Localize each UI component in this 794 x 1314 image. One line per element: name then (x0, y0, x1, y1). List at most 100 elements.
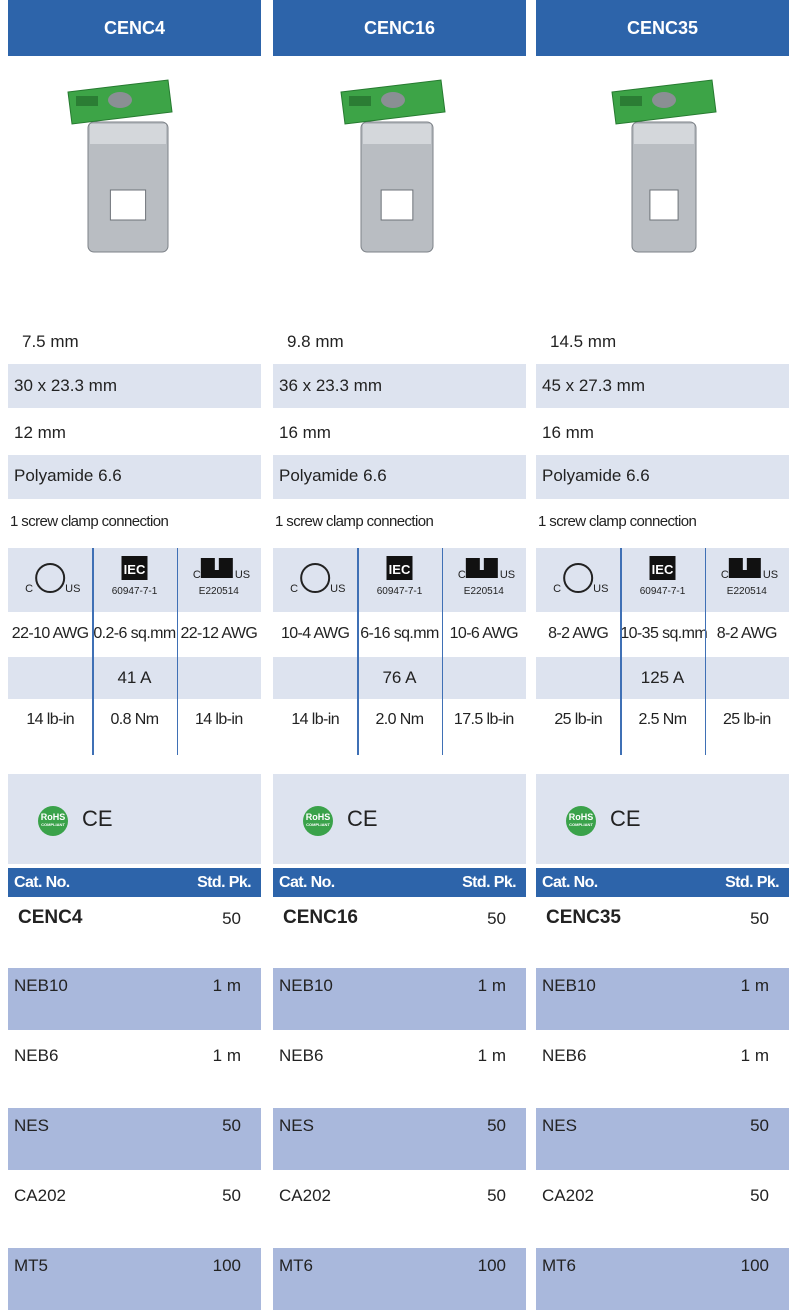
ul-left: C (458, 569, 466, 581)
ul-right: US (763, 569, 778, 581)
std-pack: 1 m (669, 976, 769, 996)
iec-std: 60947-7-1 (640, 586, 686, 597)
wire-range: 10-35 sq.mm (620, 624, 704, 644)
torque: 14 lb-in (273, 710, 357, 730)
page: CENC4 7.5 mm 30 x 23.3 mm 12 mm Polyamide 6.… (0, 0, 794, 1314)
ul-file: E220514 (727, 586, 767, 597)
std-pack: 50 (141, 1186, 241, 1206)
torque: 14 lb-in (177, 710, 261, 730)
ul-right: US (235, 569, 250, 581)
spec-strip: 16 mm (542, 423, 794, 443)
torque: 2.5 Nm (620, 710, 704, 730)
wire-range: 6-16 sq.mm (357, 624, 441, 644)
product-image (321, 72, 481, 272)
divider (92, 548, 94, 755)
divider (357, 548, 359, 755)
spec-material: Polyamide 6.6 (542, 466, 794, 486)
rohs-sub: COMPLIANT (303, 822, 333, 828)
ce-mark: CE (82, 809, 122, 829)
ce-mark: CE (610, 809, 650, 829)
wire-range: 10-6 AWG (442, 624, 526, 644)
column-title: CENC35 (536, 18, 789, 38)
divider (177, 548, 179, 755)
spec-material: Polyamide 6.6 (279, 466, 532, 486)
table-head-cell: Std. Pk. (669, 873, 779, 893)
rohs-text: RoHS (303, 812, 333, 822)
std-pack: 50 (406, 1186, 506, 1206)
std-pack: 1 m (141, 976, 241, 996)
rohs-text: RoHS (566, 812, 596, 822)
std-pack: 1 m (406, 1046, 506, 1066)
torque: 25 lb-in (705, 710, 789, 730)
torque: 17.5 lb-in (442, 710, 526, 730)
std-pack: 50 (141, 909, 241, 929)
spec-material: Polyamide 6.6 (14, 466, 267, 486)
std-pack: 50 (406, 1116, 506, 1136)
wire-range: 22-10 AWG (8, 624, 92, 644)
std-pack: 100 (141, 1256, 241, 1276)
iec-logo: IEC (652, 562, 674, 577)
wire-range: 0.2-6 sq.mm (92, 624, 176, 644)
ul-file: E220514 (464, 586, 504, 597)
std-pack: 1 m (669, 1046, 769, 1066)
torque: 2.0 Nm (357, 710, 441, 730)
std-pack: 100 (406, 1256, 506, 1276)
ce-mark: CE (347, 809, 387, 829)
spec-dims: 30 x 23.3 mm (14, 376, 267, 396)
table-head-cell: Std. Pk. (406, 873, 516, 893)
iec-logo: IEC (124, 562, 146, 577)
csa-left: C (553, 583, 561, 595)
torque: 25 lb-in (536, 710, 620, 730)
table-head-cell: Cat. No. (279, 873, 399, 893)
spec-dims: 45 x 27.3 mm (542, 376, 794, 396)
spec-width: 7.5 mm (22, 332, 275, 352)
wire-range: 22-12 AWG (177, 624, 261, 644)
torque: 14 lb-in (8, 710, 92, 730)
rated-current: 125 A (620, 668, 704, 688)
csa-right: US (593, 583, 608, 595)
std-pack: 50 (669, 1186, 769, 1206)
spec-connection: 1 screw clamp connection (10, 512, 263, 532)
divider (442, 548, 444, 755)
spec-connection: 1 screw clamp connection (275, 512, 528, 532)
spec-strip: 12 mm (14, 423, 267, 443)
rohs-sub: COMPLIANT (566, 822, 596, 828)
std-pack: 50 (141, 1116, 241, 1136)
column-title: CENC4 (8, 18, 261, 38)
iec-logo: IEC (389, 562, 411, 577)
spec-dims: 36 x 23.3 mm (279, 376, 532, 396)
rohs-badge: RoHSCOMPLIANT (303, 806, 333, 836)
std-pack: 50 (669, 1116, 769, 1136)
std-pack: 50 (406, 909, 506, 929)
csa-right: US (330, 583, 345, 595)
wire-range: 10-4 AWG (273, 624, 357, 644)
table-head-cell: Cat. No. (14, 873, 134, 893)
column-title: CENC16 (273, 18, 526, 38)
csa-logo (313, 571, 317, 588)
divider (705, 548, 707, 755)
std-pack: 1 m (141, 1046, 241, 1066)
rated-current: 76 A (357, 668, 441, 688)
rohs-text: RoHS (38, 812, 68, 822)
table-head-cell: Cat. No. (542, 873, 662, 893)
wire-range: 8-2 AWG (536, 624, 620, 644)
csa-logo (576, 571, 580, 588)
rohs-sub: COMPLIANT (38, 822, 68, 828)
std-pack: 100 (669, 1256, 769, 1276)
csa-right: US (65, 583, 80, 595)
cert-logos: C US IEC 60947-7-1 C US E220514 (536, 548, 789, 612)
product-image (48, 72, 208, 272)
ul-left: C (721, 569, 729, 581)
ul-file: E220514 (199, 586, 239, 597)
torque: 0.8 Nm (92, 710, 176, 730)
cert-logos: CUSIEC60947-7-1CUSE220514 (8, 548, 261, 612)
std-pack: 50 (669, 909, 769, 929)
spec-width: 14.5 mm (550, 332, 794, 352)
csa-left: C (290, 583, 298, 595)
divider (620, 548, 622, 755)
wire-range: 8-2 AWG (705, 624, 789, 644)
ul-left: C (193, 569, 201, 581)
